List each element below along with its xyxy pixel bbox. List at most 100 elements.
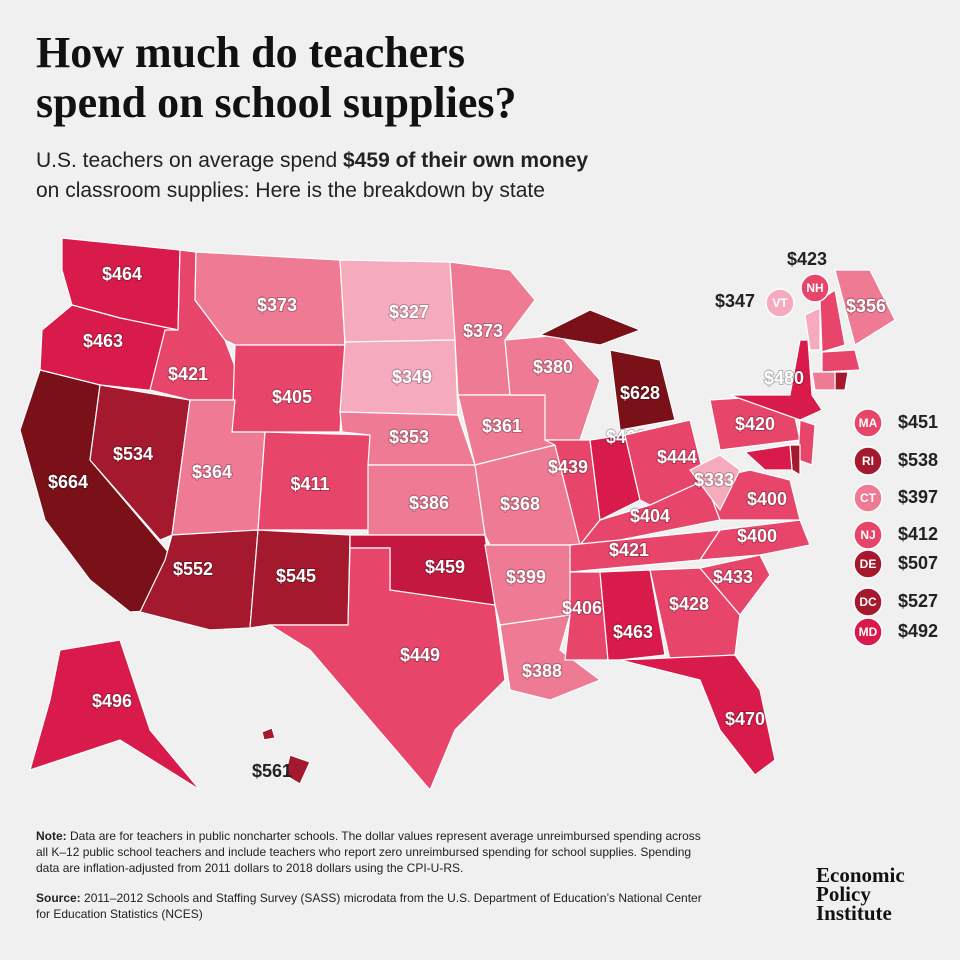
note-label: Note:: [36, 829, 67, 843]
state-value: $463: [613, 622, 653, 642]
state: [267, 547, 506, 792]
state: [819, 288, 846, 353]
state-value: $397: [898, 487, 938, 507]
logo-line: Policy: [816, 882, 871, 906]
state-value: $349: [392, 367, 432, 387]
state-badge: [853, 617, 883, 647]
state-abbr: RI: [862, 454, 874, 468]
state-value: $399: [506, 567, 546, 587]
source: Source: 2011–2012 Schools and Staffing S…: [36, 890, 716, 922]
state-badge: [853, 587, 883, 617]
state-value: $561: [252, 761, 292, 781]
state: [29, 639, 201, 791]
state-value: $361: [482, 416, 522, 436]
state-value: $373: [257, 295, 297, 315]
state: [743, 444, 793, 471]
state: [609, 349, 676, 431]
state-value: $470: [725, 709, 765, 729]
note: Note: Data are for teachers in public no…: [36, 828, 716, 876]
title-line: How much do teachers: [36, 28, 465, 77]
state-value: $423: [787, 249, 827, 269]
state: [811, 371, 836, 391]
state-value: $496: [92, 691, 132, 711]
state-value: $406: [562, 598, 602, 618]
state-value: $439: [548, 457, 588, 477]
state: [284, 754, 311, 785]
logo-line: Institute: [816, 901, 892, 925]
state-value: $545: [276, 566, 316, 586]
state-value: $412: [898, 524, 938, 544]
state-abbr: CT: [860, 491, 877, 505]
state-value: $433: [713, 567, 753, 587]
title-line: spend on school supplies?: [36, 78, 517, 127]
state: [538, 309, 642, 346]
state-value: $664: [48, 472, 88, 492]
state-value: $368: [500, 494, 540, 514]
state-value: $527: [898, 591, 938, 611]
state: [698, 519, 811, 561]
state-value: $464: [102, 264, 142, 284]
state-badge: [853, 446, 883, 476]
state-value: $386: [409, 493, 449, 513]
state-abbr: NH: [806, 281, 823, 295]
state-badge: [853, 549, 883, 579]
subtitle-bold: $459 of their own money: [343, 149, 589, 172]
state-value: $405: [272, 387, 312, 407]
state: [619, 654, 776, 776]
subtitle-text: U.S. teachers on average spend: [36, 149, 344, 172]
state-value: $364: [192, 462, 232, 482]
state-badge: [853, 483, 883, 513]
state: [729, 339, 823, 421]
source-text: 2011–2012 Schools and Staffing Survey (S…: [36, 891, 702, 921]
note-text: Data are for teachers in public nonchart…: [36, 829, 701, 875]
state: [834, 371, 849, 391]
state-abbr: MA: [859, 416, 878, 430]
state: [649, 567, 741, 661]
state-abbr: DC: [859, 595, 877, 609]
state-value: $380: [533, 357, 573, 377]
state-value: $420: [735, 414, 775, 434]
state-abbr: MD: [859, 625, 878, 639]
state: [698, 554, 771, 616]
state-value: $449: [400, 645, 440, 665]
state-value: $421: [168, 364, 208, 384]
title: How much do teachers spend on school supp…: [36, 28, 517, 128]
state-value: $421: [609, 540, 649, 560]
state-value: $451: [898, 412, 938, 432]
state: [564, 571, 609, 661]
state-abbr: VT: [772, 296, 788, 310]
state-value: $507: [898, 553, 938, 573]
state-value: $459: [425, 557, 465, 577]
source-label: Source:: [36, 891, 81, 905]
state-value: $333: [694, 470, 734, 490]
state-value: $353: [389, 427, 429, 447]
state-value: $411: [290, 474, 329, 494]
state-badge: [853, 520, 883, 550]
state: [689, 454, 741, 512]
logo: Economic Policy Institute: [816, 865, 905, 925]
state-value: $463: [83, 331, 123, 351]
state-abbr: NJ: [860, 528, 875, 542]
subtitle-text: on classroom supplies: Here is the break…: [36, 179, 545, 202]
state-value: $628: [620, 383, 660, 403]
state: [804, 307, 821, 351]
state-value: $347: [715, 291, 755, 311]
state-value: $400: [747, 489, 787, 509]
state-value: $327: [389, 302, 429, 322]
state-value: $444: [657, 447, 697, 467]
subtitle: U.S. teachers on average spend $459 of t…: [36, 146, 736, 206]
state: [599, 569, 666, 661]
state: [834, 269, 896, 346]
state-value: $356: [846, 296, 886, 316]
state-badge: [800, 273, 830, 303]
state-value: $388: [522, 661, 562, 681]
state-value: $400: [737, 526, 777, 546]
state-value: $492: [898, 621, 938, 641]
state-badge: [765, 288, 795, 318]
state: [821, 349, 861, 373]
state-value: $552: [173, 559, 213, 579]
state-value: $373: [463, 321, 503, 341]
state-value: $404: [630, 506, 670, 526]
